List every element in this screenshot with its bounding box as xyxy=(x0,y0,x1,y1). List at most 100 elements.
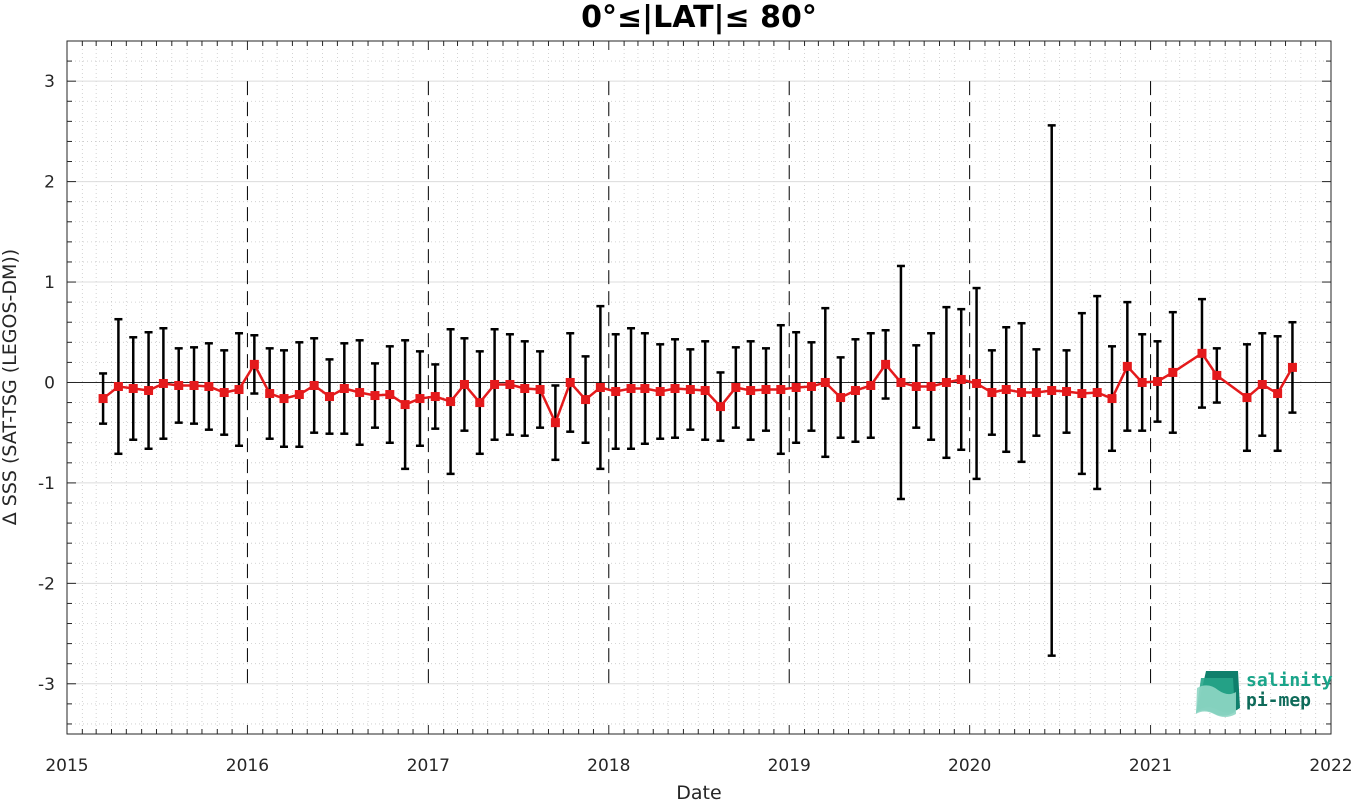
data-point-marker xyxy=(640,384,650,394)
x-axis-label: Date xyxy=(676,782,721,801)
data-point-marker xyxy=(204,381,214,391)
data-point-marker xyxy=(941,377,951,387)
data-point-marker xyxy=(1122,361,1132,371)
data-point-marker xyxy=(1212,370,1222,380)
data-point-marker xyxy=(1107,394,1117,404)
data-point-marker xyxy=(550,418,560,428)
data-point-marker xyxy=(987,388,997,398)
data-point-marker xyxy=(776,385,786,395)
salinity-pi-mep-logo: salinity pi-mep xyxy=(1196,670,1333,717)
data-point-marker xyxy=(219,388,229,398)
data-point-marker xyxy=(1062,387,1072,397)
data-point-marker xyxy=(746,386,756,396)
data-point-marker xyxy=(265,389,275,399)
data-point-marker xyxy=(731,383,741,392)
y-tick-label: 0 xyxy=(44,373,55,393)
data-point-marker xyxy=(1152,376,1162,386)
y-tick-label: -2 xyxy=(38,574,55,594)
x-tick-label: 2022 xyxy=(1309,756,1352,776)
major-grid xyxy=(67,80,1331,685)
data-point-marker xyxy=(595,383,605,392)
x-tick-label: 2017 xyxy=(407,756,450,776)
data-point-marker xyxy=(98,394,108,404)
x-tick-label: 2021 xyxy=(1129,756,1172,776)
data-point-marker xyxy=(144,386,154,396)
y-tick-label: -1 xyxy=(38,474,55,494)
data-point-marker xyxy=(791,383,801,392)
data-point-marker xyxy=(1077,389,1087,399)
data-point-marker xyxy=(685,385,695,395)
data-point-marker xyxy=(956,374,966,384)
data-point-marker xyxy=(1092,388,1102,398)
x-tick-label: 2020 xyxy=(948,756,991,776)
wave-logo-icon xyxy=(1196,671,1240,717)
y-tick-labels: -3 -2 -1 0 1 2 3 xyxy=(38,72,55,695)
data-point-marker xyxy=(806,381,816,391)
data-point-marker xyxy=(385,390,395,400)
data-point-marker xyxy=(911,381,921,391)
data-point-marker xyxy=(1273,389,1283,399)
data-point-marker xyxy=(1287,362,1297,372)
data-point-marker xyxy=(415,394,425,404)
data-point-marker xyxy=(972,378,982,388)
y-axis-label: Δ SSS (SAT-TSG (LEGOS-DM)) xyxy=(0,249,21,525)
data-point-marker xyxy=(761,385,771,395)
data-point-marker xyxy=(249,359,259,369)
data-point-marker xyxy=(174,380,184,390)
x-tick-label: 2019 xyxy=(768,756,811,776)
data-point-marker xyxy=(611,387,621,397)
data-point-marker xyxy=(896,377,906,387)
data-point-marker xyxy=(716,402,726,412)
data-point-marker xyxy=(475,398,485,408)
data-point-marker xyxy=(446,397,456,407)
data-point-marker xyxy=(1001,385,1011,395)
series-markers xyxy=(98,348,1297,428)
data-point-marker xyxy=(324,392,334,402)
data-point-marker xyxy=(309,380,319,390)
data-point-marker xyxy=(520,384,530,394)
axis-ticks xyxy=(66,41,1332,734)
y-tick-label: 2 xyxy=(44,173,55,193)
data-point-marker xyxy=(1242,393,1252,403)
data-point-marker xyxy=(339,384,349,394)
data-point-marker xyxy=(279,394,289,404)
data-point-marker xyxy=(1257,379,1267,389)
x-tick-label: 2016 xyxy=(226,756,269,776)
chart-title: 0°≤|LAT|≤ 80° xyxy=(581,0,817,35)
data-point-marker xyxy=(535,385,545,395)
data-point-marker xyxy=(926,381,936,391)
data-point-marker xyxy=(430,392,440,402)
data-point-marker xyxy=(626,384,636,394)
data-point-marker xyxy=(113,381,123,391)
data-point-marker xyxy=(850,386,860,396)
data-point-marker xyxy=(881,359,891,369)
y-tick-label: -3 xyxy=(38,675,55,695)
data-point-marker xyxy=(400,400,410,410)
data-point-marker xyxy=(1137,377,1147,387)
data-point-marker xyxy=(158,378,168,388)
data-point-marker xyxy=(1031,388,1041,398)
data-point-marker xyxy=(1047,386,1057,396)
data-point-marker xyxy=(670,384,680,394)
data-point-marker xyxy=(459,379,469,389)
data-point-marker xyxy=(565,377,575,387)
data-point-marker xyxy=(490,379,500,389)
x-tick-labels: 2015 2016 2017 2018 2019 2020 2021 2022 xyxy=(45,756,1352,776)
data-point-marker xyxy=(655,387,665,397)
data-point-marker xyxy=(581,395,591,405)
minor-grid xyxy=(67,41,1331,734)
data-point-marker xyxy=(866,380,876,390)
data-point-marker xyxy=(1168,367,1178,377)
data-point-marker xyxy=(189,380,199,390)
data-point-marker xyxy=(128,384,138,394)
logo-text-pimep: pi-mep xyxy=(1246,690,1311,711)
x-tick-label: 2015 xyxy=(45,756,88,776)
data-point-marker xyxy=(294,390,304,400)
y-tick-label: 1 xyxy=(44,273,55,293)
data-point-marker xyxy=(1197,348,1207,358)
data-point-marker xyxy=(355,388,365,398)
data-point-marker xyxy=(700,386,710,396)
x-tick-label: 2018 xyxy=(587,756,630,776)
